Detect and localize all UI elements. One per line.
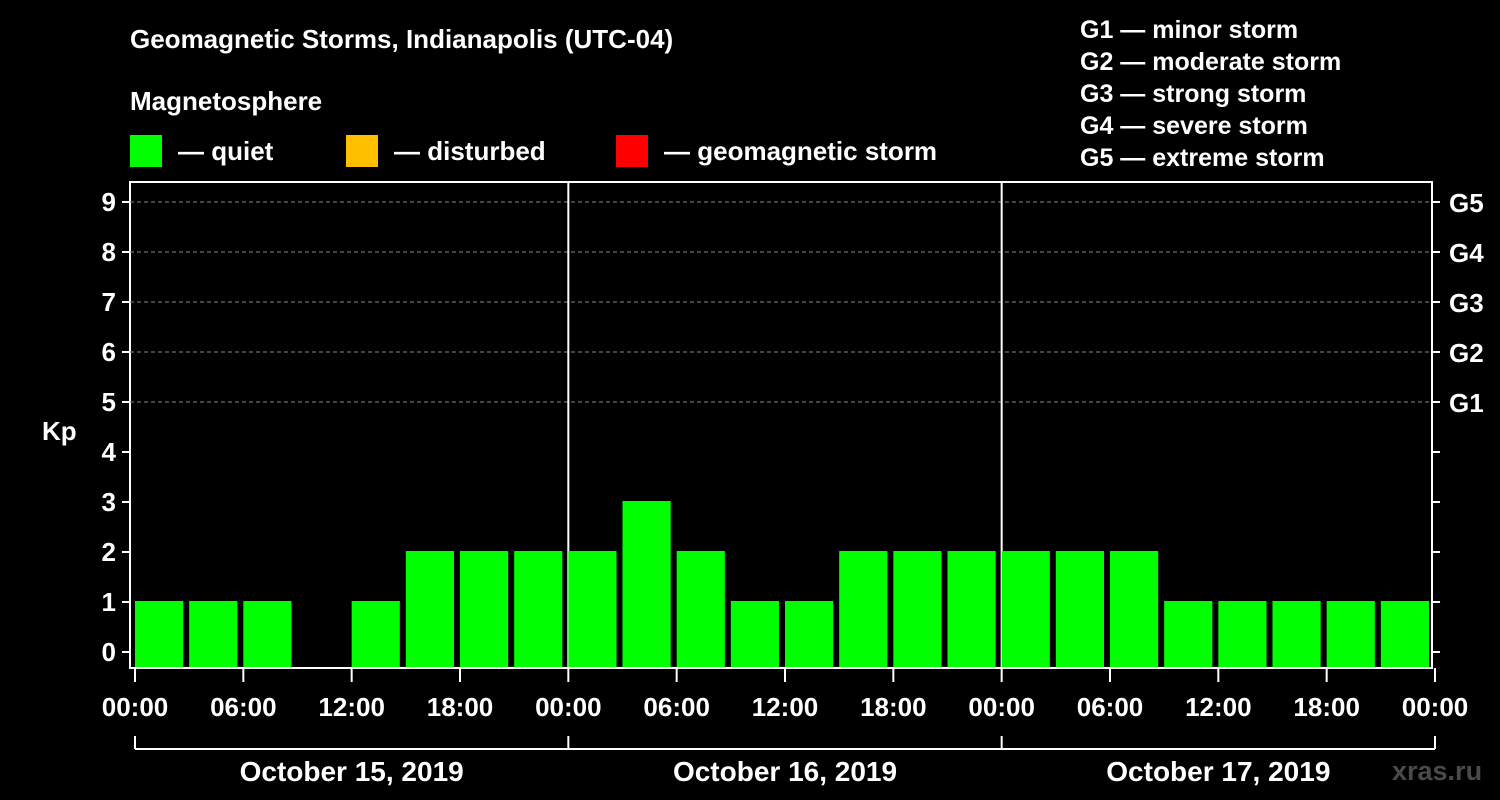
x-tick-label: 00:00 bbox=[1402, 692, 1469, 722]
kp-bar bbox=[351, 601, 400, 667]
quiet-swatch bbox=[130, 135, 162, 167]
kp-bar bbox=[1164, 601, 1213, 667]
kp-bar bbox=[514, 551, 563, 667]
x-tick-label: 00:00 bbox=[968, 692, 1035, 722]
kp-bar bbox=[405, 551, 454, 667]
y-tick-label: 3 bbox=[102, 487, 116, 517]
y-tick-label: 6 bbox=[102, 337, 116, 367]
storm-scale-g5: G5 — extreme storm bbox=[1080, 144, 1325, 172]
x-tick-label: 18:00 bbox=[427, 692, 494, 722]
date-label: October 15, 2019 bbox=[240, 756, 464, 787]
kp-bar bbox=[1326, 601, 1375, 667]
y-tick-label: 9 bbox=[102, 187, 116, 217]
x-tick-label: 12:00 bbox=[1185, 692, 1252, 722]
kp-bar bbox=[1110, 551, 1159, 667]
kp-bar bbox=[622, 501, 671, 667]
x-tick-label: 18:00 bbox=[860, 692, 927, 722]
y-tick-label: 8 bbox=[102, 237, 116, 267]
y-tick-label: 5 bbox=[102, 387, 116, 417]
legend-storm-label: — geomagnetic storm bbox=[664, 135, 938, 166]
legend-storm: — geomagnetic storm bbox=[616, 134, 937, 168]
storm-scale-g4: G4 — severe storm bbox=[1080, 112, 1308, 140]
storm-scale-list: G1 — minor storm G2 — moderate storm G3 … bbox=[1080, 14, 1341, 174]
legend-quiet-label: — quiet bbox=[178, 135, 274, 166]
kp-bar bbox=[947, 551, 996, 667]
kp-bar bbox=[460, 551, 509, 667]
y-tick-label: 1 bbox=[102, 587, 116, 617]
x-tick-label: 06:00 bbox=[643, 692, 710, 722]
magnetosphere-label: Magnetosphere bbox=[130, 86, 323, 116]
x-tick-label: 06:00 bbox=[1077, 692, 1144, 722]
x-tick-label: 00:00 bbox=[102, 692, 169, 722]
kp-bar bbox=[1001, 551, 1050, 667]
plot-frame bbox=[129, 181, 1433, 669]
legend-disturbed-label: — disturbed bbox=[394, 135, 546, 166]
kp-bar bbox=[839, 551, 888, 667]
chart-title: Geomagnetic Storms, Indianapolis (UTC-04… bbox=[130, 24, 674, 54]
date-label: October 16, 2019 bbox=[673, 756, 897, 787]
storm-scale-g3: G3 — strong storm bbox=[1080, 80, 1307, 108]
y-tick-label: 7 bbox=[102, 287, 116, 317]
kp-bar bbox=[135, 601, 184, 667]
g-scale-label: G5 bbox=[1449, 188, 1484, 218]
x-tick-label: 00:00 bbox=[535, 692, 602, 722]
kp-bar bbox=[676, 551, 725, 667]
legend-disturbed: — disturbed bbox=[346, 134, 546, 168]
legend-quiet: — quiet bbox=[130, 134, 273, 168]
y-tick-label: 0 bbox=[102, 637, 116, 667]
kp-bar bbox=[189, 601, 238, 667]
g-scale-label: G2 bbox=[1449, 338, 1484, 368]
kp-bar bbox=[730, 601, 779, 667]
kp-bar bbox=[893, 551, 942, 667]
y-tick-label: 2 bbox=[102, 537, 116, 567]
storm-scale-g1: G1 — minor storm bbox=[1080, 16, 1299, 44]
g-scale-label: G3 bbox=[1449, 288, 1484, 318]
x-tick-label: 12:00 bbox=[752, 692, 819, 722]
kp-bar bbox=[243, 601, 292, 667]
y-axis-label: Kp bbox=[42, 416, 77, 446]
kp-bar bbox=[568, 551, 617, 667]
disturbed-swatch bbox=[346, 135, 378, 167]
date-label: October 17, 2019 bbox=[1106, 756, 1330, 787]
storm-swatch bbox=[616, 135, 648, 167]
x-tick-label: 18:00 bbox=[1293, 692, 1360, 722]
kp-bar bbox=[1218, 601, 1267, 667]
kp-bar bbox=[1380, 601, 1429, 667]
kp-bar bbox=[1272, 601, 1321, 667]
x-tick-label: 12:00 bbox=[318, 692, 385, 722]
storm-scale-g2: G2 — moderate storm bbox=[1080, 48, 1342, 76]
y-tick-label: 4 bbox=[102, 437, 117, 467]
watermark: xras.ru bbox=[1392, 756, 1483, 786]
kp-bar bbox=[1055, 551, 1104, 667]
x-tick-label: 06:00 bbox=[210, 692, 277, 722]
g-scale-label: G4 bbox=[1449, 238, 1484, 268]
kp-bar bbox=[785, 601, 834, 667]
g-scale-label: G1 bbox=[1449, 388, 1484, 418]
